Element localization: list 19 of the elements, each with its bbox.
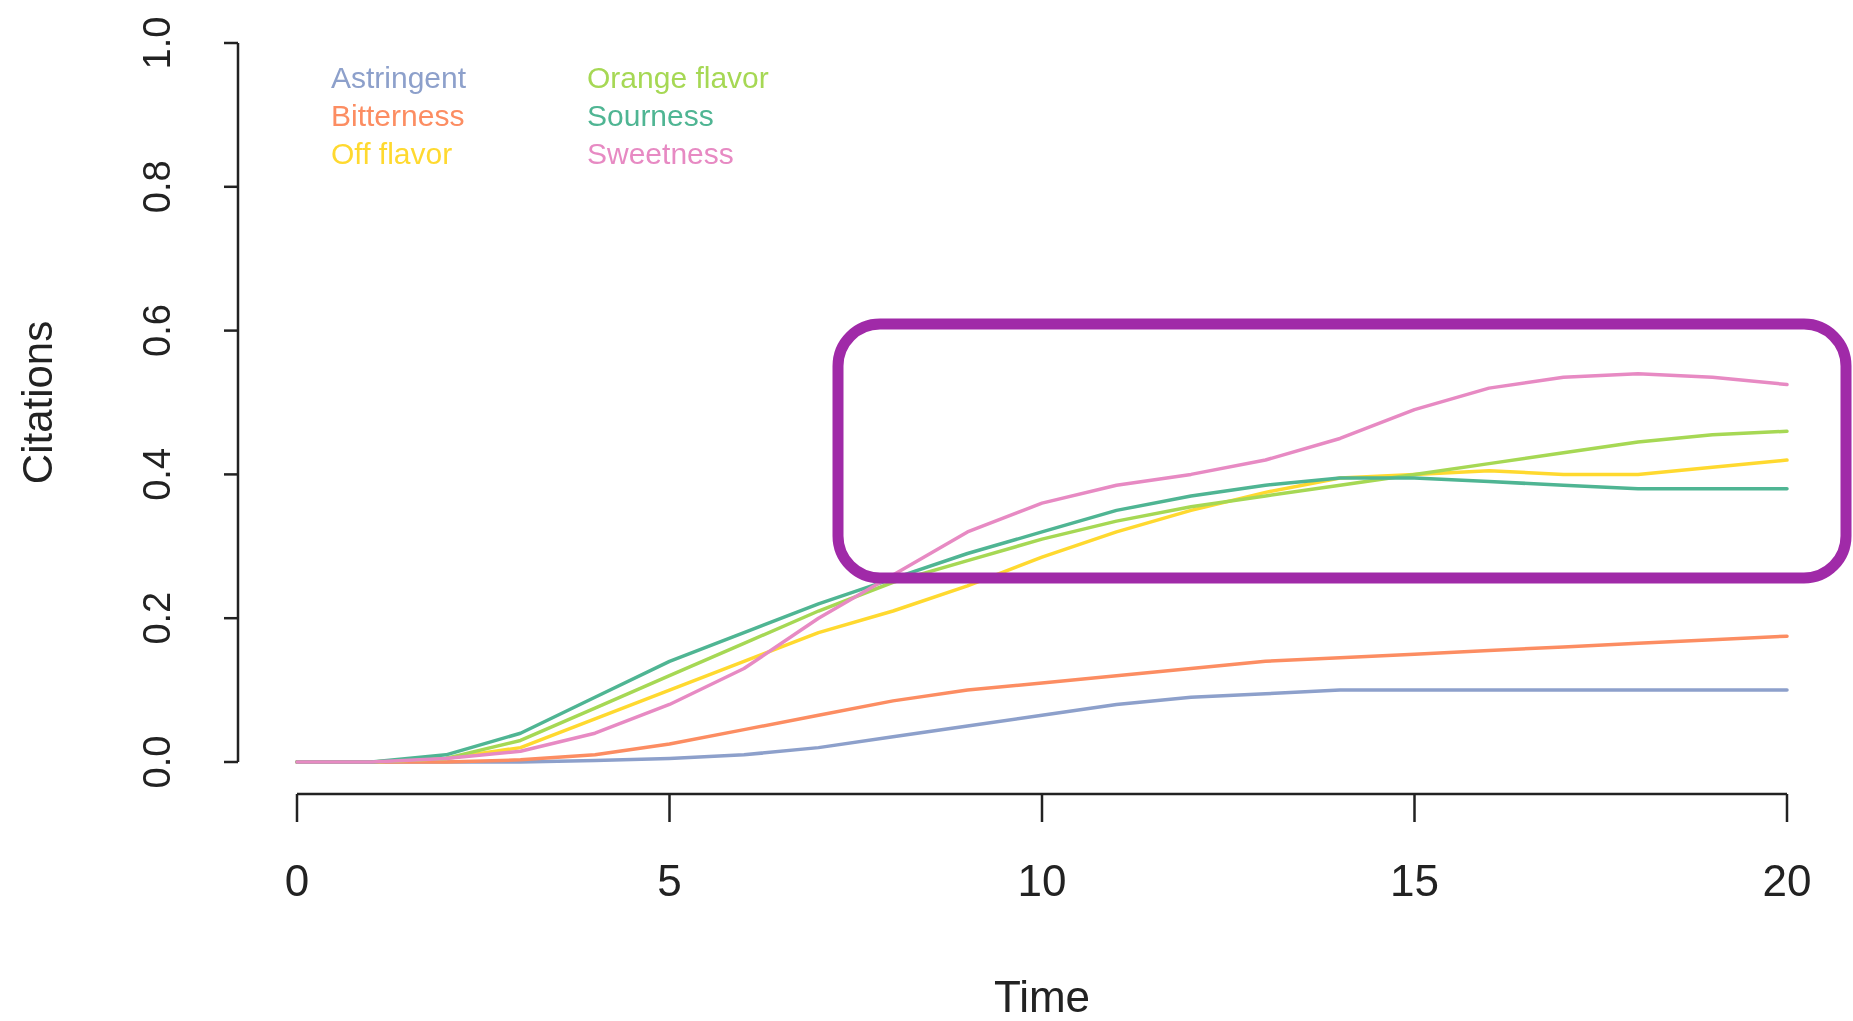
text: Off flavor — [331, 137, 453, 170]
x-tick-label: 10 — [1017, 856, 1067, 905]
y-tick-label: 0.6 — [136, 304, 178, 358]
text: Bitterness — [331, 99, 465, 132]
text: Orange flavor — [587, 61, 769, 94]
y-tick-label: 0.4 — [136, 447, 178, 501]
y-tick-label: 0.2 — [136, 591, 178, 645]
y-tick-label: 0.8 — [136, 160, 178, 214]
text: Astringent — [331, 61, 467, 94]
x-tick-label: 20 — [1762, 856, 1812, 905]
x-tick-label: 15 — [1390, 856, 1439, 905]
x-axis-title: Time — [993, 972, 1091, 1021]
x-tick-label: 5 — [657, 856, 682, 905]
y-tick-label: 0.0 — [136, 735, 178, 789]
y-tick-label: 1.0 — [136, 16, 178, 70]
text: Sweetness — [587, 137, 734, 170]
text: Sourness — [587, 99, 714, 132]
x-tick-label: 0 — [284, 856, 310, 905]
y-axis-title: Citations — [14, 320, 61, 485]
